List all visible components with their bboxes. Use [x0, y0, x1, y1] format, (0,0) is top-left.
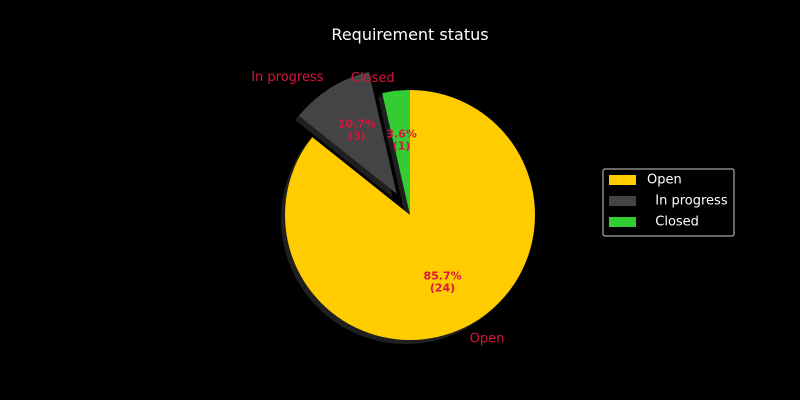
slice-label-open: Open [470, 331, 505, 346]
legend-items: Open In progress Closed [609, 173, 728, 230]
legend-swatch-closed [609, 217, 636, 227]
slice-closed [382, 90, 410, 215]
slice-count-in-progress: (3) [348, 129, 366, 142]
slice-label-in-progress: In progress [251, 70, 324, 85]
legend-label-in-progress: In progress [647, 194, 728, 209]
slice-count-closed: (1) [393, 139, 411, 152]
chart-title: Requirement status [331, 25, 488, 44]
legend-label-open: Open [647, 173, 682, 188]
legend-swatch-in-progress [609, 196, 636, 206]
slice-in-progress [298, 71, 397, 194]
slice-percent-in-progress: 10.7% [338, 117, 376, 130]
slice-percent-open: 85.7% [423, 270, 461, 283]
slice-count-open: (24) [430, 282, 455, 295]
legend: Open In progress Closed [602, 168, 735, 237]
pie-slices [285, 71, 535, 340]
pie-labels: Open 85.7%(24) In progress 10.7%(3) Closed 3.… [251, 70, 504, 346]
legend-label-closed: Closed [647, 215, 699, 230]
slice-label-closed: Closed [351, 71, 395, 86]
slice-percent-closed: 3.6% [386, 127, 417, 140]
legend-swatch-open [609, 175, 636, 185]
